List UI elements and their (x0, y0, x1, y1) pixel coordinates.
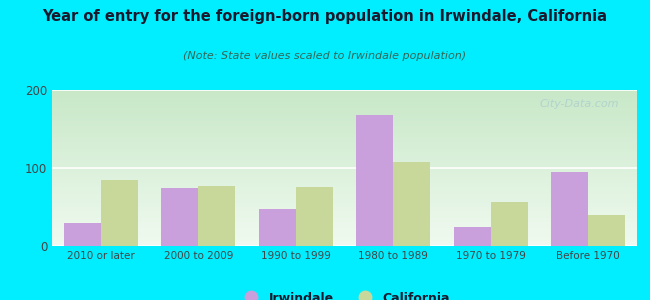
Bar (101, 180, 138, 246)
Text: City-Data.com: City-Data.com (540, 99, 619, 110)
Bar (296, 187, 333, 246)
Text: Year of entry for the foreign-born population in Irwindale, California: Year of entry for the foreign-born popul… (42, 9, 608, 24)
Legend: Irwindale, California: Irwindale, California (234, 286, 455, 300)
Bar (259, 209, 296, 246)
Bar (161, 188, 198, 246)
Bar (454, 227, 491, 246)
Text: (Note: State values scaled to Irwindale population): (Note: State values scaled to Irwindale … (183, 51, 467, 61)
Bar (491, 202, 528, 246)
Bar (588, 215, 625, 246)
Bar (551, 172, 588, 246)
Bar (356, 115, 393, 246)
Bar (198, 186, 235, 246)
Bar (393, 162, 430, 246)
Bar (64, 223, 101, 246)
